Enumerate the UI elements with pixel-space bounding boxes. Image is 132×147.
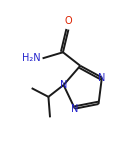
Text: N: N (71, 104, 79, 114)
Text: N: N (98, 72, 106, 82)
Text: O: O (65, 16, 72, 26)
Text: H₂N: H₂N (22, 53, 41, 63)
Text: N: N (60, 80, 67, 90)
